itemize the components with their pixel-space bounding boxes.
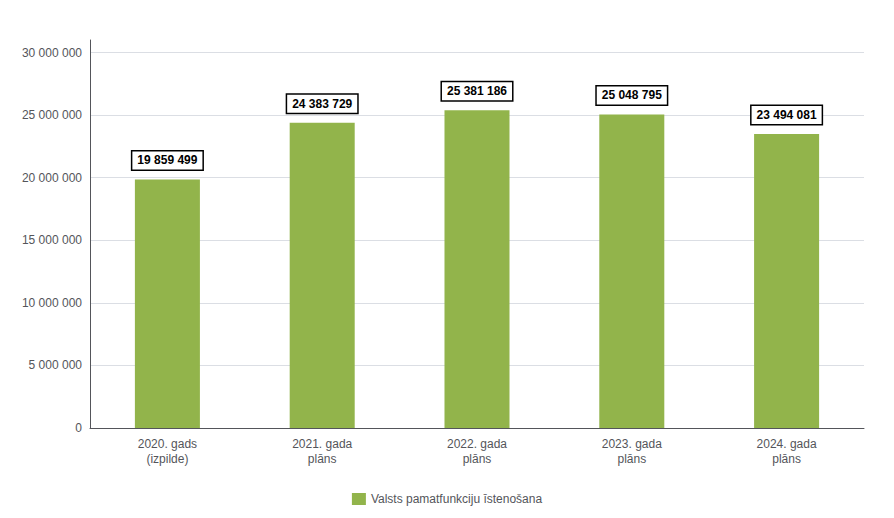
svg-text:plāns: plāns	[463, 452, 492, 466]
svg-text:30 000 000: 30 000 000	[22, 46, 82, 60]
svg-text:20 000 000: 20 000 000	[22, 171, 82, 185]
svg-text:25 000 000: 25 000 000	[22, 108, 82, 122]
svg-text:19 859 499: 19 859 499	[137, 153, 197, 167]
svg-text:23 494 081: 23 494 081	[757, 108, 817, 122]
svg-text:2022. gada: 2022. gada	[447, 437, 507, 451]
svg-text:2024. gada: 2024. gada	[757, 437, 817, 451]
svg-text:5 000 000: 5 000 000	[29, 358, 83, 372]
svg-text:(izpilde): (izpilde)	[146, 452, 188, 466]
svg-text:2020. gads: 2020. gads	[138, 437, 197, 451]
svg-text:2021. gada: 2021. gada	[292, 437, 352, 451]
svg-text:24 383 729: 24 383 729	[292, 97, 352, 111]
svg-text:15 000 000: 15 000 000	[22, 233, 82, 247]
svg-text:25 381 186: 25 381 186	[447, 84, 507, 98]
svg-text:plāns: plāns	[617, 452, 646, 466]
svg-text:2023. gada: 2023. gada	[602, 437, 662, 451]
svg-text:25 048 795: 25 048 795	[602, 88, 662, 102]
svg-text:plāns: plāns	[772, 452, 801, 466]
svg-text:10 000 000: 10 000 000	[22, 296, 82, 310]
svg-text:Valsts pamatfunkciju īstenošan: Valsts pamatfunkciju īstenošana	[371, 492, 543, 506]
svg-text:0: 0	[75, 421, 82, 435]
svg-text:plāns: plāns	[308, 452, 337, 466]
